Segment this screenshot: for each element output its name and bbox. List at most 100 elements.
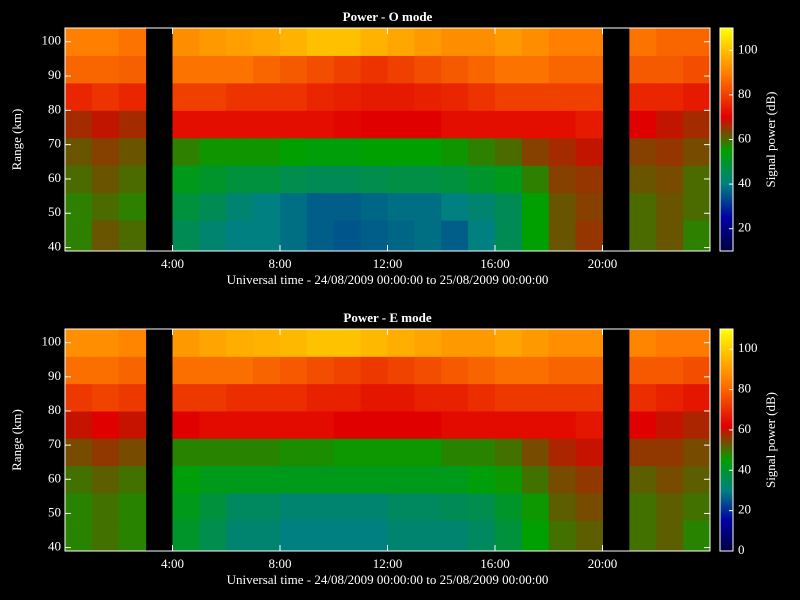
heatmap-cell [441,28,468,56]
heatmap-cell [441,384,468,412]
x-tick-label: 16:00 [480,556,510,571]
heatmap-cell [173,466,200,494]
heatmap-cell [656,438,683,466]
x-tick-label: 4:00 [161,556,184,571]
heatmap-cell [334,83,361,111]
heatmap-cell [629,356,656,384]
heatmap-cell [361,138,388,166]
heatmap-cell [576,520,603,551]
heatmap-cell [92,55,119,83]
heatmap-cell [468,466,495,494]
heatmap-cell [361,356,388,384]
heatmap-cell [683,110,710,138]
heatmap-cell [307,28,334,56]
heatmap-cell [656,165,683,193]
heatmap-cell [549,138,576,166]
heatmap-cell [629,466,656,494]
heatmap-cell [361,466,388,494]
heatmap-cell [226,165,253,193]
heatmap-cell [656,138,683,166]
heatmap-cell [92,138,119,166]
heatmap-cell [414,220,441,251]
heatmap-cell [307,384,334,412]
heatmap-cell [656,356,683,384]
heatmap-cell [522,28,549,56]
heatmap-cell [468,55,495,83]
heatmap-cell [280,220,307,251]
heatmap-cell [656,55,683,83]
heatmap-cell [576,220,603,251]
heatmap-cell [656,193,683,221]
heatmap-cell [226,411,253,439]
heatmap-cell [334,329,361,357]
heatmap-cell [522,165,549,193]
y-tick-label: 90 [48,67,61,82]
heatmap-cell [307,329,334,357]
heatmap-cell [441,493,468,521]
heatmap-cell [576,83,603,111]
heatmap-cell [280,384,307,412]
heatmap-cell [280,83,307,111]
heatmap-cell [92,438,119,466]
heatmap-cell [414,55,441,83]
heatmap-cell [92,520,119,551]
heatmap-cell [576,138,603,166]
heatmap-cell [334,55,361,83]
heatmap-cell [307,520,334,551]
heatmap-cell [199,83,226,111]
heatmap-cell [629,411,656,439]
heatmap-cell [549,83,576,111]
heatmap-cell [468,356,495,384]
heatmap-cell [414,411,441,439]
heatmap-cell [495,55,522,83]
heatmap-cell [576,329,603,357]
heatmap-cell [199,165,226,193]
heatmap-cell [388,356,415,384]
heatmap-cell [656,83,683,111]
heatmap-cell [92,193,119,221]
heatmap-cell [549,329,576,357]
heatmap-cell [119,193,146,221]
heatmap-cell [226,83,253,111]
heatmap-cell [441,356,468,384]
heatmap-cell [92,466,119,494]
heatmap-cell [334,138,361,166]
heatmap-cell [119,466,146,494]
heatmap-cell [683,438,710,466]
heatmap-cell [253,28,280,56]
heatmap-cell [199,466,226,494]
heatmap-cell [334,493,361,521]
colorbar-label: Signal power (dB) [763,392,778,488]
heatmap-cell [361,438,388,466]
heatmap-cell [65,438,92,466]
heatmap-cell [199,55,226,83]
heatmap-cell [549,28,576,56]
heatmap-cell [199,220,226,251]
heatmap-cell [199,28,226,56]
heatmap-cell [468,384,495,412]
heatmap-cell [280,411,307,439]
heatmap-cell [683,220,710,251]
heatmap-cell [656,329,683,357]
heatmap-cell [549,466,576,494]
colorbar-tick-label: 80 [738,381,751,396]
heatmap-cell [414,356,441,384]
heatmap-cell [549,220,576,251]
heatmap-cell [629,83,656,111]
heatmap-cell [656,493,683,521]
heatmap-cell [549,438,576,466]
heatmap-cell [629,55,656,83]
heatmap-cell [119,110,146,138]
heatmap-cell [576,165,603,193]
heatmap-cell [495,411,522,439]
heatmap-cell [495,329,522,357]
heatmap-cell [173,438,200,466]
heatmap-cell [388,165,415,193]
heatmap-cell [173,193,200,221]
heatmap-cell [307,55,334,83]
colorbar-label: Signal power (dB) [763,91,778,187]
colorbar-tick-label: 100 [738,340,758,355]
heatmap-cell [414,28,441,56]
heatmap-cell [280,438,307,466]
heatmap-cell [388,220,415,251]
